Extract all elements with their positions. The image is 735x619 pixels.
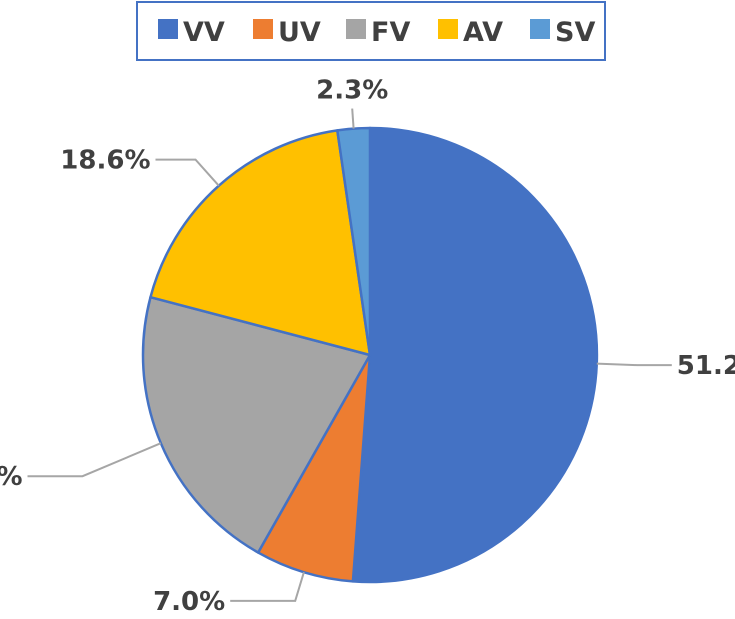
- legend-item-vv: VV: [158, 17, 225, 48]
- data-label-uv: 7.0%: [153, 587, 225, 617]
- legend-item-sv: SV: [530, 17, 595, 48]
- data-label-sv: 2.3%: [316, 76, 388, 106]
- legend-item-uv: UV: [253, 17, 321, 48]
- data-label-fv: 20.9%: [0, 462, 23, 492]
- data-label-av: 18.6%: [60, 146, 150, 176]
- leader-line-uv: [230, 571, 305, 602]
- data-labels: 51.2% 7.0% 20.9% 18.6% 2.3%: [0, 76, 735, 617]
- legend-swatch-uv: [253, 19, 273, 39]
- legend-swatch-av: [438, 19, 458, 39]
- leader-line-sv: [351, 108, 355, 129]
- legend-item-av: AV: [438, 17, 503, 48]
- legend-label-fv: FV: [371, 17, 410, 48]
- legend: VV UV FV AV SV: [136, 1, 606, 61]
- leader-line-vv: [596, 362, 672, 367]
- pie-slice-vv: [351, 126, 599, 584]
- legend-item-fv: FV: [346, 17, 410, 48]
- data-label-vv: 51.2%: [677, 351, 735, 381]
- legend-label-sv: SV: [555, 17, 595, 48]
- legend-label-vv: VV: [183, 17, 225, 48]
- pie-slice-fv: [141, 295, 372, 554]
- legend-swatch-sv: [530, 19, 550, 39]
- pie-slices: [141, 126, 599, 584]
- leader-lines: [27, 108, 672, 602]
- legend-swatch-vv: [158, 19, 178, 39]
- legend-frame: [136, 1, 606, 61]
- leader-line-fv: [27, 442, 162, 478]
- legend-swatch-fv: [346, 19, 366, 39]
- leader-line-av: [155, 158, 220, 187]
- legend-label-av: AV: [463, 17, 503, 48]
- legend-label-uv: UV: [278, 17, 321, 48]
